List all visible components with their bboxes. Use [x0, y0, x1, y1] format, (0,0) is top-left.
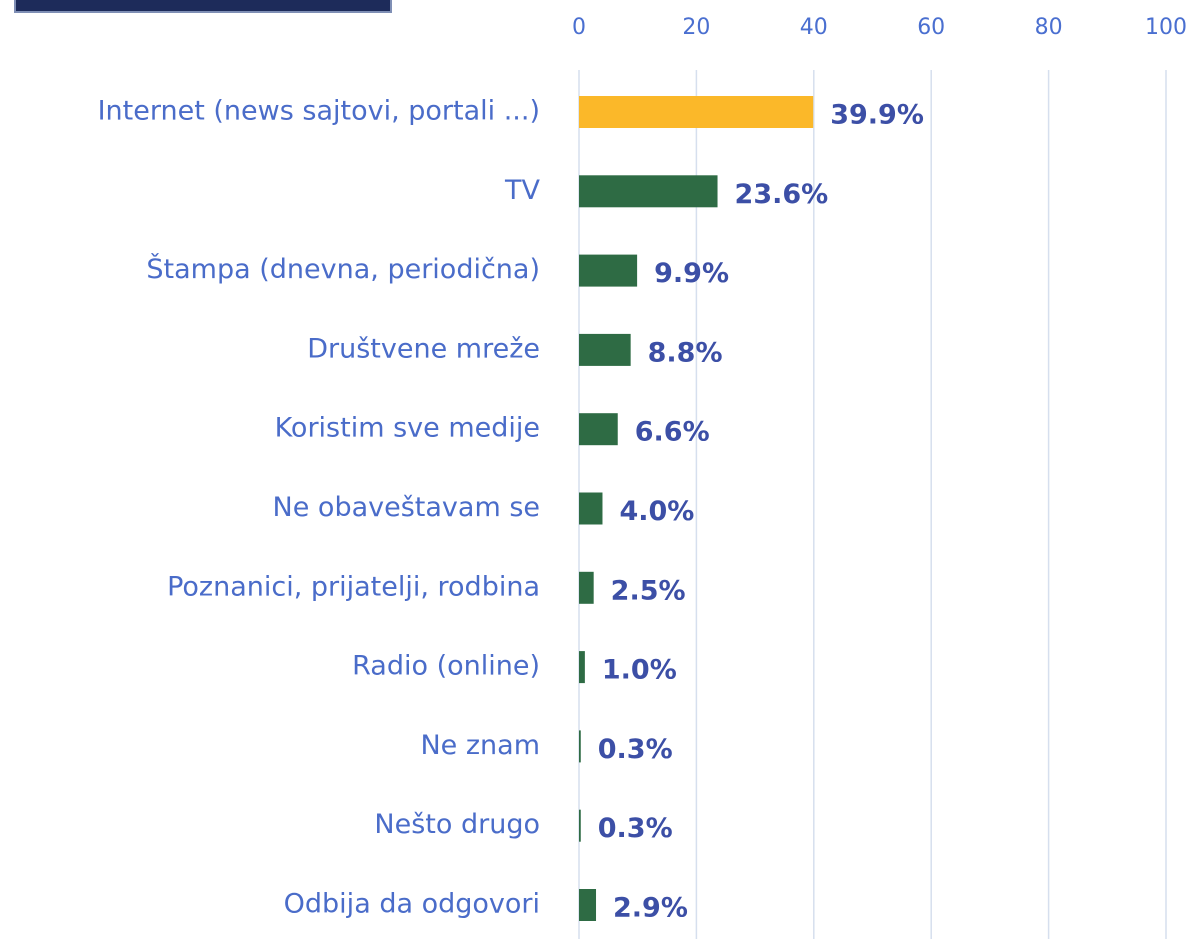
- x-tick-label: 60: [917, 15, 945, 40]
- value-label: 1.0%: [602, 655, 677, 686]
- value-label: 2.5%: [611, 575, 686, 606]
- x-tick-label: 0: [572, 15, 586, 40]
- category-label: Ne znam: [420, 730, 540, 761]
- value-label: 6.6%: [635, 417, 710, 448]
- value-label: 9.9%: [654, 258, 729, 289]
- value-label: 39.9%: [830, 100, 924, 131]
- value-label: 8.8%: [648, 337, 723, 368]
- bar: [579, 333, 631, 366]
- value-label: 2.9%: [613, 893, 688, 924]
- bar: [579, 413, 618, 446]
- x-tick-label: 40: [800, 15, 828, 40]
- category-label: Društvene mreže: [307, 333, 540, 364]
- bar: [579, 730, 581, 763]
- category-label: Odbija da odgovori: [284, 889, 540, 920]
- bar: [579, 254, 638, 287]
- bar: [579, 651, 585, 684]
- x-tick-label: 80: [1035, 15, 1063, 40]
- bar: [579, 809, 581, 842]
- category-label: Radio (online): [352, 651, 540, 682]
- bar: [579, 889, 597, 921]
- value-label: 0.3%: [598, 813, 673, 844]
- category-label: Ne obaveštavam se: [273, 492, 540, 523]
- bar: [579, 571, 594, 604]
- bar: [579, 175, 718, 208]
- x-tick-label: 20: [682, 15, 710, 40]
- category-label: Nešto drugo: [374, 809, 540, 840]
- value-label: 23.6%: [735, 179, 829, 210]
- category-label: Koristim sve medije: [275, 413, 540, 444]
- value-label: 0.3%: [598, 734, 673, 765]
- category-label: TV: [504, 175, 540, 206]
- category-label: Poznanici, prijatelji, rodbina: [167, 571, 540, 602]
- bar: [579, 96, 814, 128]
- value-label: 4.0%: [619, 496, 694, 527]
- category-label: Internet (news sajtovi, portali ...): [98, 96, 540, 127]
- category-label: Štampa (dnevna, periodična): [146, 253, 540, 285]
- bar: [579, 492, 603, 525]
- x-tick-label: 100: [1145, 15, 1187, 40]
- header-box: [14, 0, 392, 13]
